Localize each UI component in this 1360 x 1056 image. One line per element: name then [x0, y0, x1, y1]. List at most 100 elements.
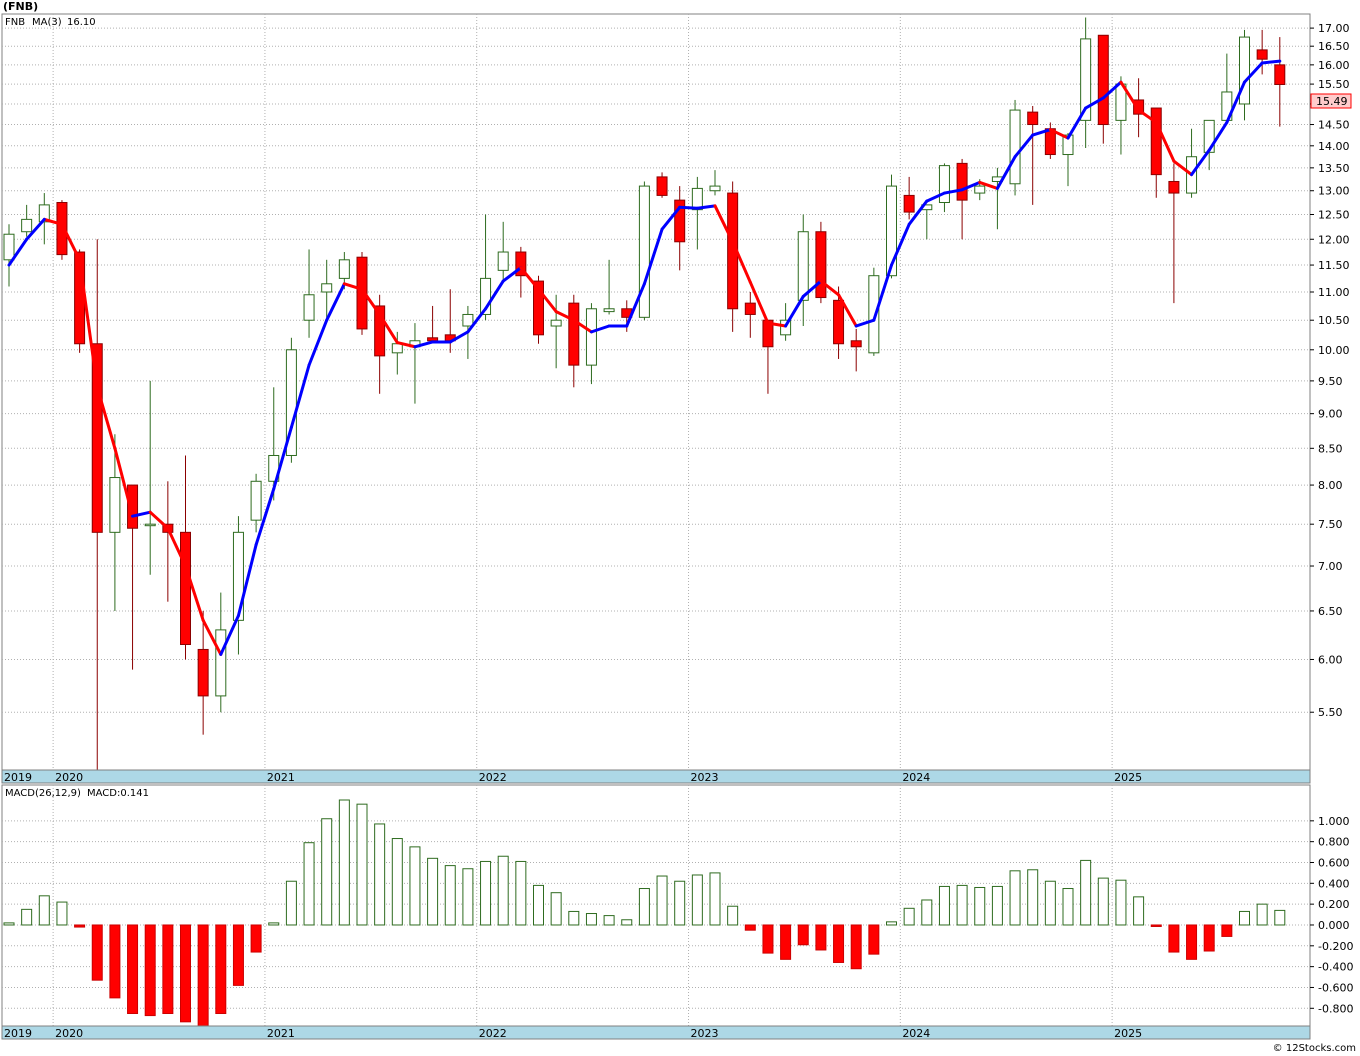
ma-segment: [78, 258, 99, 389]
macd-bar: [1150, 924, 1162, 927]
macd-bar: [1062, 888, 1074, 926]
macd-y-tick-label: -0.600: [1318, 981, 1353, 994]
ma-segment: [501, 266, 523, 283]
candle-body: [1168, 180, 1180, 194]
price-x-tick-label: 2019: [4, 771, 32, 784]
ma-segment: [1031, 128, 1052, 137]
ma-segment: [1119, 80, 1141, 112]
price-y-tick-label: 12.50: [1318, 209, 1350, 222]
macd-bar: [391, 838, 403, 926]
price-y-tick-label: 6.00: [1318, 653, 1343, 666]
ma-segment: [184, 564, 205, 622]
macd-bar: [921, 899, 933, 926]
macd-bar: [427, 857, 439, 926]
ma-segment: [448, 330, 470, 344]
macd-bar: [656, 875, 668, 926]
macd-x-tick-label: 2022: [479, 1027, 507, 1040]
macd-bar: [215, 924, 227, 1015]
candle-body: [533, 280, 544, 336]
legend-symbol: FNB: [5, 17, 25, 28]
ma-segment: [307, 318, 329, 367]
ma-segment: [713, 204, 735, 244]
macd-bar: [321, 818, 333, 926]
macd-bar: [1239, 910, 1250, 926]
ma-segment: [1048, 128, 1070, 140]
ma-segment: [872, 263, 893, 322]
macd-y-tick-label: 0.200: [1318, 898, 1350, 911]
macd-bar: [91, 924, 103, 981]
macd-y-tick-label: -0.400: [1318, 961, 1353, 974]
macd-bar: [1080, 859, 1092, 926]
macd-bar: [1168, 924, 1180, 953]
macd-bar: [109, 924, 121, 999]
macd-x-tick-label: 2025: [1114, 1027, 1142, 1040]
ma-segment: [995, 155, 1017, 190]
ma-segment: [660, 205, 682, 231]
ma-segment: [254, 487, 276, 547]
macd-bar: [3, 922, 15, 926]
price-y-axis: 5.50 6.00 6.50 7.00 7.50 8.00 8.50 9.00 9.50 10.0…: [1310, 22, 1350, 719]
macd-bar: [974, 886, 986, 926]
candle-body: [1256, 49, 1268, 60]
ma-segment: [784, 294, 805, 328]
ma-segment: [484, 279, 505, 311]
price-y-tick-label: 5.50: [1318, 706, 1343, 719]
ma-segment: [342, 282, 364, 291]
macd-bar: [638, 888, 650, 926]
macd-bar: [1221, 924, 1233, 937]
candle-body: [427, 337, 439, 342]
macd-bar: [621, 919, 633, 926]
macd-bar: [74, 924, 86, 928]
macd-y-tick-label: 0.600: [1318, 856, 1350, 869]
price-y-tick-label: 8.50: [1318, 442, 1343, 455]
candle-body: [144, 523, 156, 527]
macd-bar: [568, 910, 580, 926]
macd-bar: [180, 924, 191, 1023]
price-x-axis-band: [1, 769, 1311, 784]
price-y-tick-label: 16.00: [1318, 59, 1350, 72]
price-y-tick-label: 6.50: [1318, 605, 1343, 618]
candle-body: [833, 299, 845, 345]
ma-segment: [1084, 96, 1105, 110]
candle-body: [3, 233, 15, 261]
ma-segment: [642, 227, 664, 286]
price-y-tick-label: 9.50: [1318, 375, 1343, 388]
ma-segment: [148, 510, 170, 530]
macd-bar: [127, 924, 139, 1015]
macd-bar: [815, 924, 827, 951]
candle-body: [603, 308, 615, 313]
macd-bar: [285, 880, 297, 926]
candle-body: [868, 275, 880, 354]
macd-bar: [691, 874, 703, 926]
ma-segment: [325, 282, 346, 322]
candle-body: [815, 231, 827, 299]
candle-body: [303, 294, 315, 321]
macd-bar: [1186, 924, 1198, 960]
candle-body: [480, 277, 492, 315]
macd-y-tick-label: 0.800: [1318, 836, 1350, 849]
price-y-tick-label: 9.00: [1318, 408, 1343, 421]
candle-body: [127, 484, 139, 529]
ma-segment: [395, 341, 417, 349]
macd-bar: [991, 885, 1003, 926]
price-y-tick-label: 7.50: [1318, 518, 1343, 531]
ma-segment: [960, 180, 982, 192]
candle-body: [956, 162, 968, 201]
macd-bar: [886, 921, 897, 926]
macd-bar: [1203, 924, 1215, 952]
candle-body: [656, 176, 668, 196]
macd-x-tick-label: 2021: [267, 1027, 295, 1040]
candle-body: [285, 349, 297, 456]
macd-y-tick-label: 0.400: [1318, 877, 1350, 890]
ma-segment: [1137, 108, 1158, 124]
price-y-tick-label: 13.50: [1318, 162, 1350, 175]
ma-segment: [925, 191, 946, 203]
candle-body: [550, 319, 562, 327]
macd-bar: [709, 872, 721, 926]
macd-bar: [1133, 896, 1145, 926]
ma-segment: [1190, 148, 1211, 177]
ma-segment: [1172, 159, 1194, 177]
macd-bar: [268, 922, 280, 926]
price-y-tick-label: 15.50: [1318, 78, 1350, 91]
